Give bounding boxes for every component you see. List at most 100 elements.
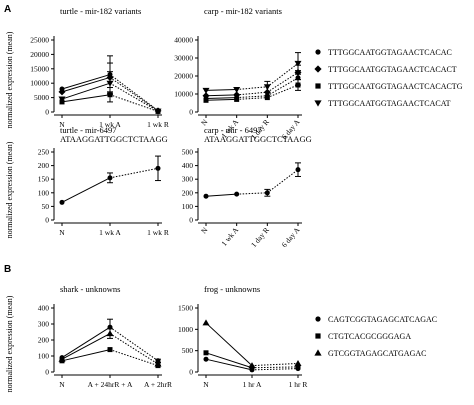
series-circle xyxy=(203,70,301,101)
data-point-square xyxy=(203,97,209,103)
y-tick-label: 5000 xyxy=(34,93,49,102)
y-axis-label: normalized expression (mean) xyxy=(5,141,14,238)
legend-marker-square xyxy=(315,333,321,339)
panel-letter-b: B xyxy=(4,264,11,275)
series-line-segment xyxy=(267,169,299,194)
x-tick-label: 1 wk A xyxy=(99,228,121,237)
data-point-triangle-up xyxy=(202,319,210,326)
y-tick-label: 20000 xyxy=(174,72,193,81)
y-tick-label: 400 xyxy=(38,304,50,313)
data-point-triangle-up xyxy=(248,362,256,369)
series-circle xyxy=(59,155,161,205)
legend-label: TTTGGCAATGGTAGAACTCACACT xyxy=(328,65,457,74)
data-point-triangle-down xyxy=(202,87,210,94)
data-point-square xyxy=(234,96,240,102)
chart-title: carp - mir-182 variants xyxy=(204,6,282,16)
x-tick-label: N xyxy=(59,228,65,237)
chart-subtitle: ATAAGGATTGGCTCTAAGG xyxy=(204,134,312,144)
y-tick-label: 300 xyxy=(38,320,50,329)
data-point-square xyxy=(295,364,301,370)
series-line-segment xyxy=(205,94,237,97)
series-line-segment xyxy=(61,82,111,100)
legend-label: GTCGGTAGAGCATGAGAC xyxy=(328,349,426,358)
y-axis-label: normalized expression (mean) xyxy=(5,31,14,128)
series-line-segment xyxy=(109,94,159,112)
data-point-square xyxy=(203,350,209,356)
y-tick-label: 1000 xyxy=(178,325,193,334)
x-tick-label: N xyxy=(59,380,65,389)
series-line-segment xyxy=(236,86,268,90)
data-point-diamond xyxy=(202,92,210,100)
y-tick-label: 200 xyxy=(38,161,50,170)
data-point-triangle-up xyxy=(154,360,162,367)
x-tick-label: A + 2hrR xyxy=(144,380,172,389)
series-line-segment xyxy=(109,333,159,365)
series-line-segment xyxy=(205,98,237,101)
y-tick-label: 15000 xyxy=(30,64,49,73)
series-line-segment xyxy=(61,177,111,203)
series-line-segment xyxy=(205,193,237,197)
data-point-triangle-down xyxy=(154,108,162,115)
legend-marker-triangle-down xyxy=(314,100,322,107)
y-tick-label: 100 xyxy=(38,188,50,197)
data-point-triangle-down xyxy=(263,84,271,91)
y-tick-label: 30000 xyxy=(174,54,193,63)
series-line-segment xyxy=(236,97,268,100)
series-line-segment xyxy=(61,326,111,359)
y-tick-label: 200 xyxy=(38,336,50,345)
data-point-triangle-down xyxy=(58,96,66,103)
series-triangle-up xyxy=(58,328,162,367)
series-line-segment xyxy=(251,368,299,371)
y-tick-label: 10000 xyxy=(174,90,193,99)
series-diamond xyxy=(202,64,302,100)
y-tick-label: 250 xyxy=(38,148,50,157)
chart-1: turtle - mir-182 variants 0 5000 10000 15000… xyxy=(5,6,169,129)
series-square xyxy=(203,79,301,103)
series-line-segment xyxy=(109,167,159,179)
x-tick-label: N xyxy=(203,380,209,389)
x-tick-label: N xyxy=(59,120,65,129)
x-tick-label: N xyxy=(199,225,210,235)
series-line-segment xyxy=(205,352,253,369)
y-tick-label: 300 xyxy=(182,175,194,184)
y-tick-label: 0 xyxy=(189,368,193,377)
data-point-square xyxy=(264,95,270,101)
chart-subtitle: ATAAGGATTGGCTCTAAGG xyxy=(60,134,168,144)
y-tick-label: 0 xyxy=(45,368,49,377)
y-tick-label: 500 xyxy=(182,148,194,157)
legend-label: CTGTCACGCGGGAGA xyxy=(328,332,411,341)
y-tick-label: 1500 xyxy=(178,304,193,313)
x-tick-label: 1 hr A xyxy=(243,380,262,389)
data-point-circle xyxy=(264,190,270,196)
legend-marker-circle xyxy=(315,49,321,55)
series-line-segment xyxy=(236,91,268,96)
y-tick-label: 150 xyxy=(38,175,50,184)
y-tick-label: 200 xyxy=(182,188,194,197)
y-tick-label: 500 xyxy=(182,346,194,355)
data-point-circle xyxy=(107,175,113,181)
series-line-segment xyxy=(61,76,111,93)
series-line-segment xyxy=(109,77,159,112)
series-line-segment xyxy=(109,74,159,111)
y-axis-label: normalized expression (mean) xyxy=(5,295,14,392)
series-circle xyxy=(203,162,301,199)
legend-label: TTTGGCAATGGTAGAACTCACACTG xyxy=(328,82,463,91)
series-line-segment xyxy=(236,192,268,195)
legend-label: TTTGGCAATGGTAGAACTCACAT xyxy=(328,99,451,108)
chart-title: frog - unknowns xyxy=(204,284,260,294)
chart-title: carp - mir - 6497 xyxy=(204,125,262,135)
y-tick-label: 0 xyxy=(45,216,49,225)
chart-2: carp - mir-182 variants 0 10000 20000 30000 4… xyxy=(174,6,302,141)
x-tick-label: N xyxy=(199,117,210,127)
data-point-triangle-down xyxy=(294,60,302,67)
data-point-circle xyxy=(295,167,301,173)
data-point-triangle-down xyxy=(233,87,241,93)
data-point-circle xyxy=(155,165,161,171)
series-line-segment xyxy=(205,97,237,99)
series-line-segment xyxy=(205,358,253,371)
y-tick-label: 25000 xyxy=(30,36,49,45)
legend-unknowns: CAGTCGGTAGAGCATCAGAC CTGTCACGCGGGAGA GTCGG… xyxy=(314,315,437,358)
data-point-triangle-up xyxy=(106,330,114,337)
